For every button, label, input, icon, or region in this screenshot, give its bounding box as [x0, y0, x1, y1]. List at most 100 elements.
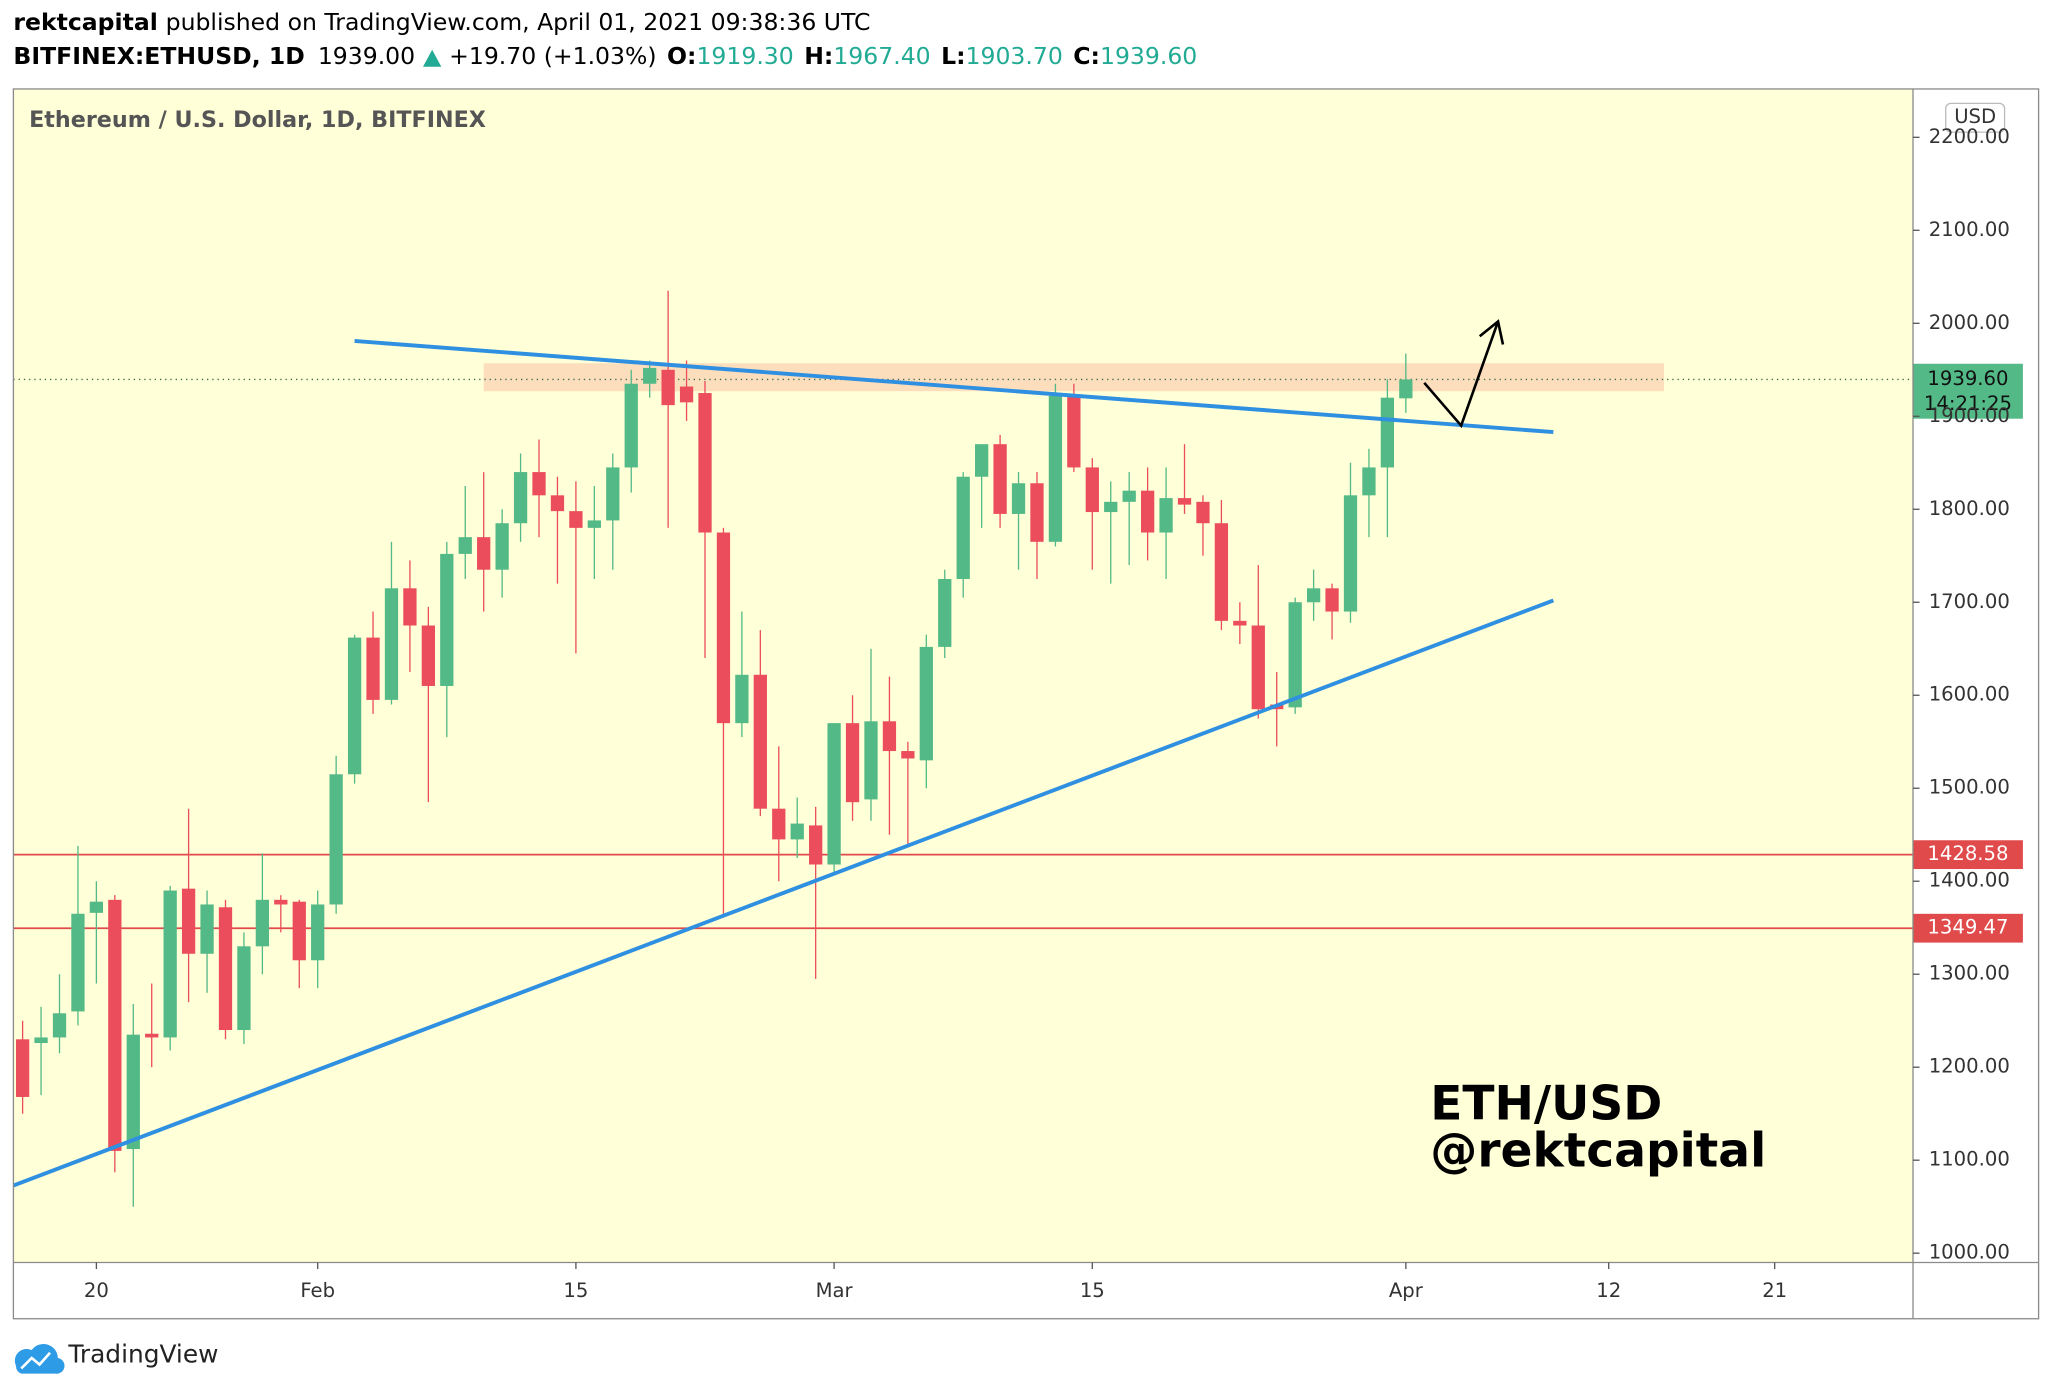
y-tick-label: 2000.00: [1929, 311, 2010, 334]
arrow-head: [1478, 319, 1505, 345]
y-tick-label: 1400.00: [1929, 869, 2010, 892]
candle-body: [1380, 397, 1395, 468]
candle-body: [1251, 625, 1265, 710]
header-text: 1939.60: [1100, 42, 1197, 70]
x-tick-label: 15: [1080, 1279, 1105, 1302]
x-tick-label: 15: [563, 1279, 588, 1302]
y-tick-label: 1600.00: [1929, 683, 2010, 706]
y-tick-label: 1500.00: [1929, 776, 2010, 799]
candle-body: [1048, 395, 1063, 542]
y-tick-label: 1800.00: [1929, 497, 2010, 520]
candle-body: [1085, 467, 1099, 513]
candle-body: [716, 532, 731, 724]
candle-body: [477, 537, 491, 570]
candle-body: [606, 467, 620, 521]
y-tick-label: 1100.00: [1929, 1148, 2010, 1171]
candle-body: [679, 386, 694, 403]
candle-body: [643, 367, 657, 384]
countdown: 14:21:25: [1924, 392, 2012, 415]
logo: [14, 1344, 65, 1374]
x-tick-label: 12: [1596, 1279, 1621, 1302]
price-label-box: [1913, 840, 2023, 870]
last-price-label: 1939.60: [1927, 367, 2008, 390]
candle-body: [1399, 379, 1413, 399]
header-text: L:: [941, 42, 965, 70]
plot: [13, 290, 1914, 1207]
candle-body: [1325, 588, 1339, 612]
trendline: [354, 339, 1554, 435]
header-text: 1919.30: [696, 42, 793, 70]
candle-body: [1214, 523, 1229, 621]
candle-body: [71, 913, 85, 1012]
candle-body: [624, 383, 638, 468]
candle-body: [1343, 495, 1358, 612]
candle-body: [458, 537, 472, 554]
candle-body: [440, 553, 454, 686]
candle-body: [403, 588, 417, 626]
candle-body: [1159, 498, 1173, 533]
candle-body: [1104, 501, 1118, 513]
last-price-box: [1913, 363, 2023, 419]
brand: TradingView: [67, 1339, 218, 1368]
x-tick-label: Feb: [300, 1279, 335, 1302]
candle-body: [329, 774, 343, 905]
candle-body: [366, 637, 380, 700]
candle-body: [661, 369, 675, 406]
header-text: +19.70 (+1.03%): [449, 42, 656, 70]
candle-body: [15, 1039, 30, 1097]
candle-body: [421, 625, 436, 686]
candle-body: [347, 637, 362, 775]
candle-body: [1306, 588, 1321, 603]
header-text: BITFINEX:ETHUSD, 1D: [13, 42, 304, 70]
candle-body: [1288, 602, 1302, 708]
candle-body: [790, 823, 804, 840]
header-text: published on TradingView.com, April 01, …: [166, 8, 871, 36]
candle-body: [200, 904, 214, 954]
header-text: O:: [667, 42, 696, 70]
candle-body: [772, 808, 786, 840]
candle-body: [809, 825, 823, 865]
currency-box: [1945, 102, 2006, 133]
frame: [12, 88, 2040, 1320]
candle-body: [218, 907, 233, 1031]
candle-body: [956, 476, 970, 580]
candle-body: [384, 588, 399, 700]
currency: USD: [1954, 105, 1996, 128]
header-text: rektcapital: [13, 8, 157, 36]
up-arrow-icon: [422, 49, 442, 67]
candle-body: [1196, 501, 1210, 524]
candle-body: [1067, 395, 1081, 468]
header-text: 1967.40: [833, 42, 930, 70]
candle-body: [938, 579, 952, 647]
candle-body: [1030, 483, 1044, 542]
candle-body: [181, 888, 196, 954]
candle-body: [1362, 467, 1376, 496]
y-tick-label: 1300.00: [1929, 962, 2010, 985]
candle-body: [495, 523, 509, 570]
candle-body: [827, 723, 841, 865]
candle-body: [735, 674, 749, 724]
time-axis-background: [13, 1262, 1914, 1319]
candle-body: [1177, 498, 1192, 505]
annotation: @rektcapital: [1430, 1123, 1766, 1178]
candle-body: [34, 1037, 48, 1044]
candle-body: [237, 946, 251, 1031]
candle-body: [274, 899, 288, 905]
candle-body: [1233, 620, 1247, 626]
candle-body: [550, 495, 565, 512]
candle-body: [126, 1034, 140, 1150]
x-tick-label: Mar: [816, 1279, 854, 1302]
candle-body: [513, 472, 528, 524]
trendline: [13, 598, 1555, 1188]
y-tick-label: 1200.00: [1929, 1055, 2010, 1078]
projection-arrow: [1423, 320, 1500, 429]
candle-body: [52, 1013, 67, 1038]
y-tick-label: 1900.00: [1929, 404, 2010, 427]
candle-body: [1011, 483, 1026, 514]
candle-body: [993, 444, 1007, 514]
candle-body: [163, 890, 177, 1038]
candle-body: [698, 393, 712, 533]
